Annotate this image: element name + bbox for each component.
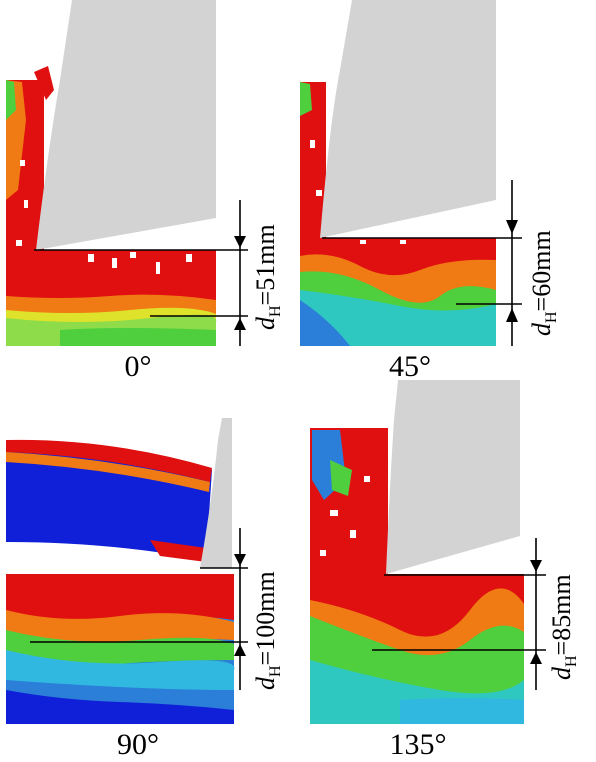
dim-value: =60mm <box>527 230 556 311</box>
dim-symbol: d <box>251 316 280 330</box>
dimension-45deg: dH=60mm <box>322 180 560 346</box>
contour-135deg <box>310 428 524 724</box>
angle-label: 0° <box>125 350 152 383</box>
dimension-135deg: dH=85mm <box>372 538 580 690</box>
cutting-tool-135deg <box>386 380 520 574</box>
dim-symbol: d <box>547 666 576 680</box>
svg-text:dH=100mm: dH=100mm <box>251 571 284 690</box>
angle-label: 135° <box>390 728 447 761</box>
dimension-0deg: dH=51mm <box>34 200 284 346</box>
dim-symbol: d <box>527 322 556 336</box>
panel-90deg: dH=100mm 90° <box>6 418 284 761</box>
dim-subscript: H <box>267 665 284 677</box>
contour-0deg <box>6 66 217 346</box>
cutting-tool-45deg <box>320 0 496 238</box>
panel-135deg: dH=85mm 135° <box>310 380 580 761</box>
dim-subscript: H <box>267 305 284 317</box>
cutting-tool-0deg <box>36 0 216 250</box>
dim-symbol: d <box>251 676 280 690</box>
dim-value: =85mm <box>547 574 576 655</box>
dim-value: =51mm <box>251 224 280 305</box>
svg-text:dH=60mm: dH=60mm <box>527 230 560 336</box>
contour-90deg <box>6 439 235 724</box>
dimension-90deg: dH=100mm <box>30 528 284 690</box>
cutting-tool-90deg <box>200 418 232 568</box>
panel-45deg: dH=60mm 45° <box>300 0 560 383</box>
panel-0deg: dH=51mm 0° <box>6 0 284 383</box>
angle-label: 90° <box>117 728 159 761</box>
angle-label: 45° <box>389 350 431 383</box>
dim-value: =100mm <box>251 571 280 665</box>
dim-subscript: H <box>563 655 580 667</box>
svg-text:dH=85mm: dH=85mm <box>547 574 580 680</box>
contour-45deg <box>300 82 496 346</box>
dim-subscript: H <box>543 311 560 323</box>
svg-text:dH=51mm: dH=51mm <box>251 224 284 330</box>
